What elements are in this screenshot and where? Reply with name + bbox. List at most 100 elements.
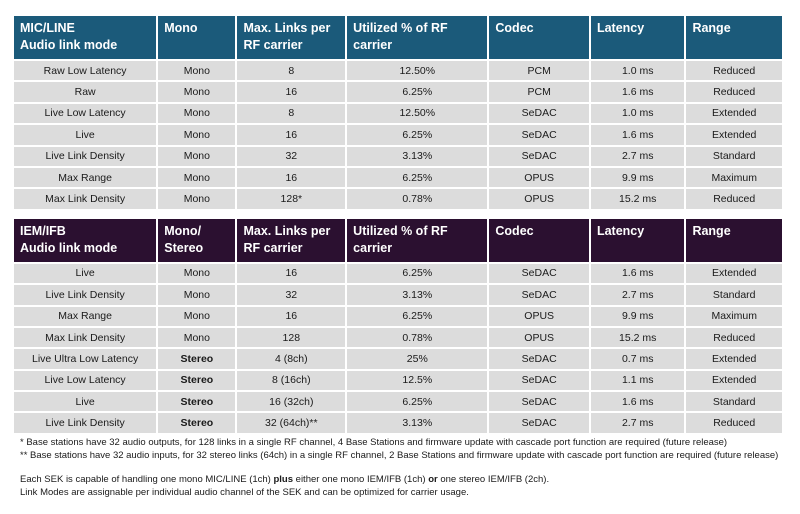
- table-row: Raw Low Latency Mono 8 12.50% PCM 1.0 ms Reduc…: [14, 61, 782, 81]
- table-cell: Live Link Density: [14, 413, 157, 433]
- table-cell: 9.9 ms: [590, 167, 685, 188]
- link-mode-tables: MIC/LINE Audio link mode Mono Max. Links pe…: [14, 14, 782, 435]
- table-cell: Mono: [158, 61, 236, 81]
- table-cell: 1.6 ms: [590, 263, 685, 284]
- table-cell: Mono: [158, 285, 236, 305]
- table-cell: Standard: [686, 146, 782, 166]
- table-row: Live Mono 16 6.25% SeDAC 1.6 ms Extended: [14, 263, 782, 284]
- table-cell: 1.0 ms: [590, 61, 685, 81]
- table-cell: 1.6 ms: [590, 392, 685, 412]
- table-cell: Mono: [158, 167, 236, 188]
- table-cell: Live Low Latency: [14, 103, 157, 124]
- table-cell: Standard: [686, 392, 782, 412]
- table-cell: Max Range: [14, 167, 157, 188]
- table-cell: 1.0 ms: [590, 103, 685, 124]
- table-cell: Live Link Density: [14, 285, 157, 305]
- table-row: Max Range Mono 16 6.25% OPUS 9.9 ms Maximum: [14, 306, 782, 326]
- table-cell: Live: [14, 392, 157, 412]
- table-cell: SeDAC: [489, 103, 589, 124]
- table-row: Live Low Latency Mono 8 12.50% SeDAC 1.0 ms Ex…: [14, 103, 782, 124]
- table-cell: Reduced: [686, 327, 782, 348]
- table-cell: 1.6 ms: [590, 82, 685, 102]
- table-cell: Maximum: [686, 306, 782, 326]
- table-cell: 16 (32ch): [237, 392, 346, 412]
- table-cell: SeDAC: [489, 392, 589, 412]
- table-cell: Live: [14, 263, 157, 284]
- table-cell: 1.6 ms: [590, 125, 685, 145]
- table-cell: 2.7 ms: [590, 413, 685, 433]
- mic-line-header-0: MIC/LINE Audio link mode: [14, 16, 157, 59]
- table-cell: SeDAC: [489, 370, 589, 391]
- table-cell: Live Ultra Low Latency: [14, 349, 157, 369]
- table-cell: 16: [237, 82, 346, 102]
- table-cell: PCM: [489, 61, 589, 81]
- table-cell: OPUS: [489, 327, 589, 348]
- iem-ifb-header-3: Utilized % of RF carrier: [347, 218, 488, 262]
- table-row: Live Ultra Low Latency Stereo 4 (8ch) 25% Se…: [14, 349, 782, 369]
- table-cell: Reduced: [686, 61, 782, 81]
- mic-line-header-row: MIC/LINE Audio link mode Mono Max. Links pe…: [14, 16, 782, 59]
- table-cell: Maximum: [686, 167, 782, 188]
- table-cell: 128: [237, 327, 346, 348]
- table-cell: Live: [14, 125, 157, 145]
- table-cell: SeDAC: [489, 413, 589, 433]
- footnotes: * Base stations have 32 audio outputs, f…: [20, 437, 790, 462]
- table-cell: 32 (64ch)**: [237, 413, 346, 433]
- table-cell: 16: [237, 125, 346, 145]
- table-cell: 4 (8ch): [237, 349, 346, 369]
- table-cell: Mono: [158, 146, 236, 166]
- table-cell: 0.78%: [347, 189, 488, 209]
- table-cell: 6.25%: [347, 82, 488, 102]
- table-row: Live Low Latency Stereo 8 (16ch) 12.5% SeDAC…: [14, 370, 782, 391]
- table-cell: 32: [237, 146, 346, 166]
- table-cell: 12.50%: [347, 61, 488, 81]
- usage-notes: Each SEK is capable of handling one mono…: [20, 474, 790, 499]
- table-cell: OPUS: [489, 189, 589, 209]
- table-cell: OPUS: [489, 167, 589, 188]
- table-cell: 16: [237, 167, 346, 188]
- table-cell: Mono: [158, 327, 236, 348]
- table-cell: SeDAC: [489, 146, 589, 166]
- table-cell: Reduced: [686, 82, 782, 102]
- table-cell: 6.25%: [347, 167, 488, 188]
- table-cell: Raw Low Latency: [14, 61, 157, 81]
- table-cell: Stereo: [158, 370, 236, 391]
- table-cell: 16: [237, 263, 346, 284]
- table-cell: Max Link Density: [14, 327, 157, 348]
- iem-ifb-header-6: Range: [686, 218, 782, 262]
- table-row: Live Link Density Mono 32 3.13% SeDAC 2.7 ms S…: [14, 285, 782, 305]
- table-cell: 0.7 ms: [590, 349, 685, 369]
- table-cell: Extended: [686, 103, 782, 124]
- usage-note-assignable: Link Modes are assignable per individual…: [20, 486, 469, 498]
- table-cell: Mono: [158, 82, 236, 102]
- mic-line-header-3: Utilized % of RF carrier: [347, 16, 488, 59]
- table-cell: Extended: [686, 125, 782, 145]
- iem-ifb-header-4: Codec: [489, 218, 589, 262]
- mic-line-header-5: Latency: [590, 16, 685, 59]
- table-cell: 3.13%: [347, 285, 488, 305]
- table-cell: Extended: [686, 370, 782, 391]
- table-cell: PCM: [489, 82, 589, 102]
- table-row: Live Stereo 16 (32ch) 6.25% SeDAC 1.6 ms Stand…: [14, 392, 782, 412]
- table-cell: Standard: [686, 285, 782, 305]
- mic-line-header-2: Max. Links per RF carrier: [237, 16, 346, 59]
- iem-ifb-table: IEM/IFB Audio link mode Mono/Stereo Max. Li…: [12, 217, 784, 435]
- table-cell: Stereo: [158, 392, 236, 412]
- table-cell: 8: [237, 61, 346, 81]
- usage-note-capability: Each SEK is capable of handling one mono…: [20, 474, 550, 485]
- iem-ifb-header-row: IEM/IFB Audio link mode Mono/Stereo Max. Li…: [14, 218, 782, 262]
- table-cell: Mono: [158, 103, 236, 124]
- table-row: Max Link Density Mono 128* 0.78% OPUS 15.2 ms…: [14, 189, 782, 209]
- table-cell: Mono: [158, 125, 236, 145]
- table-cell: 1.1 ms: [590, 370, 685, 391]
- table-cell: Stereo: [158, 349, 236, 369]
- table-cell: 2.7 ms: [590, 146, 685, 166]
- table-cell: 6.25%: [347, 306, 488, 326]
- table-cell: Extended: [686, 263, 782, 284]
- table-cell: 8: [237, 103, 346, 124]
- table-cell: Raw: [14, 82, 157, 102]
- table-cell: 3.13%: [347, 413, 488, 433]
- mic-line-table: MIC/LINE Audio link mode Mono Max. Links pe…: [12, 14, 784, 211]
- table-row: Max Range Mono 16 6.25% OPUS 9.9 ms Maximum: [14, 167, 782, 188]
- table-cell: 12.5%: [347, 370, 488, 391]
